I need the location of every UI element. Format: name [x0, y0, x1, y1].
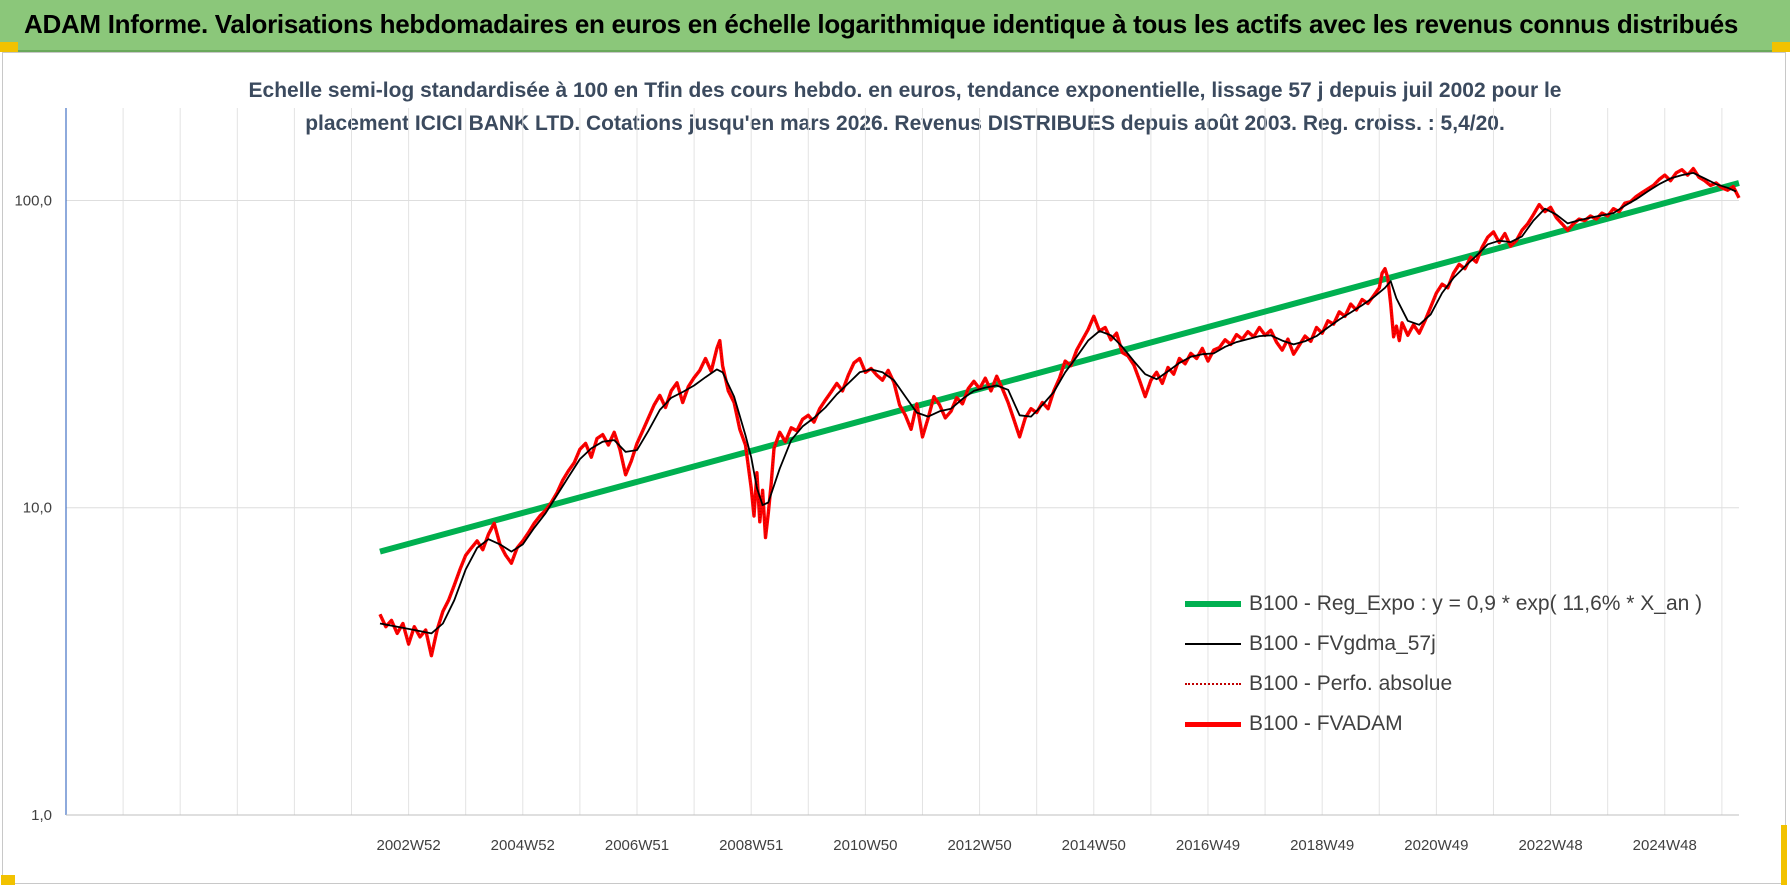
- frame-corner-right: [1781, 825, 1787, 885]
- legend-swatch-absolute-performance: [1185, 683, 1241, 685]
- legend-swatch-regression: [1185, 601, 1241, 607]
- legend-label-absolute-performance: B100 - Perfo. absolue: [1249, 672, 1453, 695]
- series-line-moving-average: [379, 172, 1737, 635]
- x-tick-label: 2004W52: [491, 837, 555, 854]
- series: [378, 166, 1741, 658]
- banner-corner-right: [1772, 42, 1790, 52]
- frame-corner-left: [1, 875, 15, 885]
- banner-title: ADAM Informe. Valorisations hebdomadaire…: [24, 9, 1739, 39]
- x-tick-label: 2020W49: [1404, 837, 1468, 854]
- x-tick-label: 2016W49: [1176, 837, 1240, 854]
- legend-item-moving-average: B100 - FVgdma_57j: [1185, 624, 1702, 664]
- series-line-regression: [379, 180, 1740, 555]
- series-line-absolute-performance: [379, 167, 1740, 656]
- x-tick-label: 2006W51: [605, 837, 669, 854]
- y-tick-label: 10,0: [23, 500, 52, 517]
- banner: ADAM Informe. Valorisations hebdomadaire…: [0, 0, 1790, 52]
- legend-swatch-moving-average: [1185, 643, 1241, 645]
- legend-item-fvadam: B100 - FVADAM: [1185, 704, 1702, 744]
- legend-item-regression: B100 - Reg_Expo : y = 0,9 * exp( 11,6% *…: [1185, 584, 1702, 624]
- legend-item-absolute-performance: B100 - Perfo. absolue: [1185, 664, 1702, 704]
- series-line-fvadam: [378, 166, 1741, 658]
- x-tick-label: 2010W50: [833, 837, 897, 854]
- chart-frame: [1, 52, 1787, 885]
- banner-corner-left: [0, 42, 18, 52]
- legend-swatch-fvadam: [1185, 721, 1241, 727]
- x-tick-label: 2014W50: [1062, 837, 1126, 854]
- x-tick-label: 2022W48: [1518, 837, 1582, 854]
- x-tick-label: 2012W50: [947, 837, 1011, 854]
- chart-title: Echelle semi-log standardisée à 100 en T…: [230, 74, 1580, 140]
- legend: B100 - Reg_Expo : y = 0,9 * exp( 11,6% *…: [1185, 584, 1702, 744]
- legend-label-regression: B100 - Reg_Expo : y = 0,9 * exp( 11,6% *…: [1249, 592, 1703, 615]
- y-tick-label: 1,0: [31, 807, 52, 824]
- axes: 1,0 10,0 100,0 2002W52 2004W52 2006W51 2008W51…: [14, 108, 1739, 854]
- chart-title-line-1: Echelle semi-log standardisée à 100 en T…: [248, 79, 1562, 102]
- chart-title-line-2: placement ICICI BANK LTD. Cotations jusq…: [305, 112, 1505, 135]
- x-tick-label: 2024W48: [1633, 837, 1697, 854]
- x-tick-label: 2002W52: [376, 837, 440, 854]
- legend-label-fvadam: B100 - FVADAM: [1249, 712, 1403, 735]
- x-tick-label: 2008W51: [719, 837, 783, 854]
- y-tick-label: 100,0: [14, 192, 52, 209]
- legend-label-moving-average: B100 - FVgdma_57j: [1249, 632, 1436, 655]
- x-tick-label: 2018W49: [1290, 837, 1354, 854]
